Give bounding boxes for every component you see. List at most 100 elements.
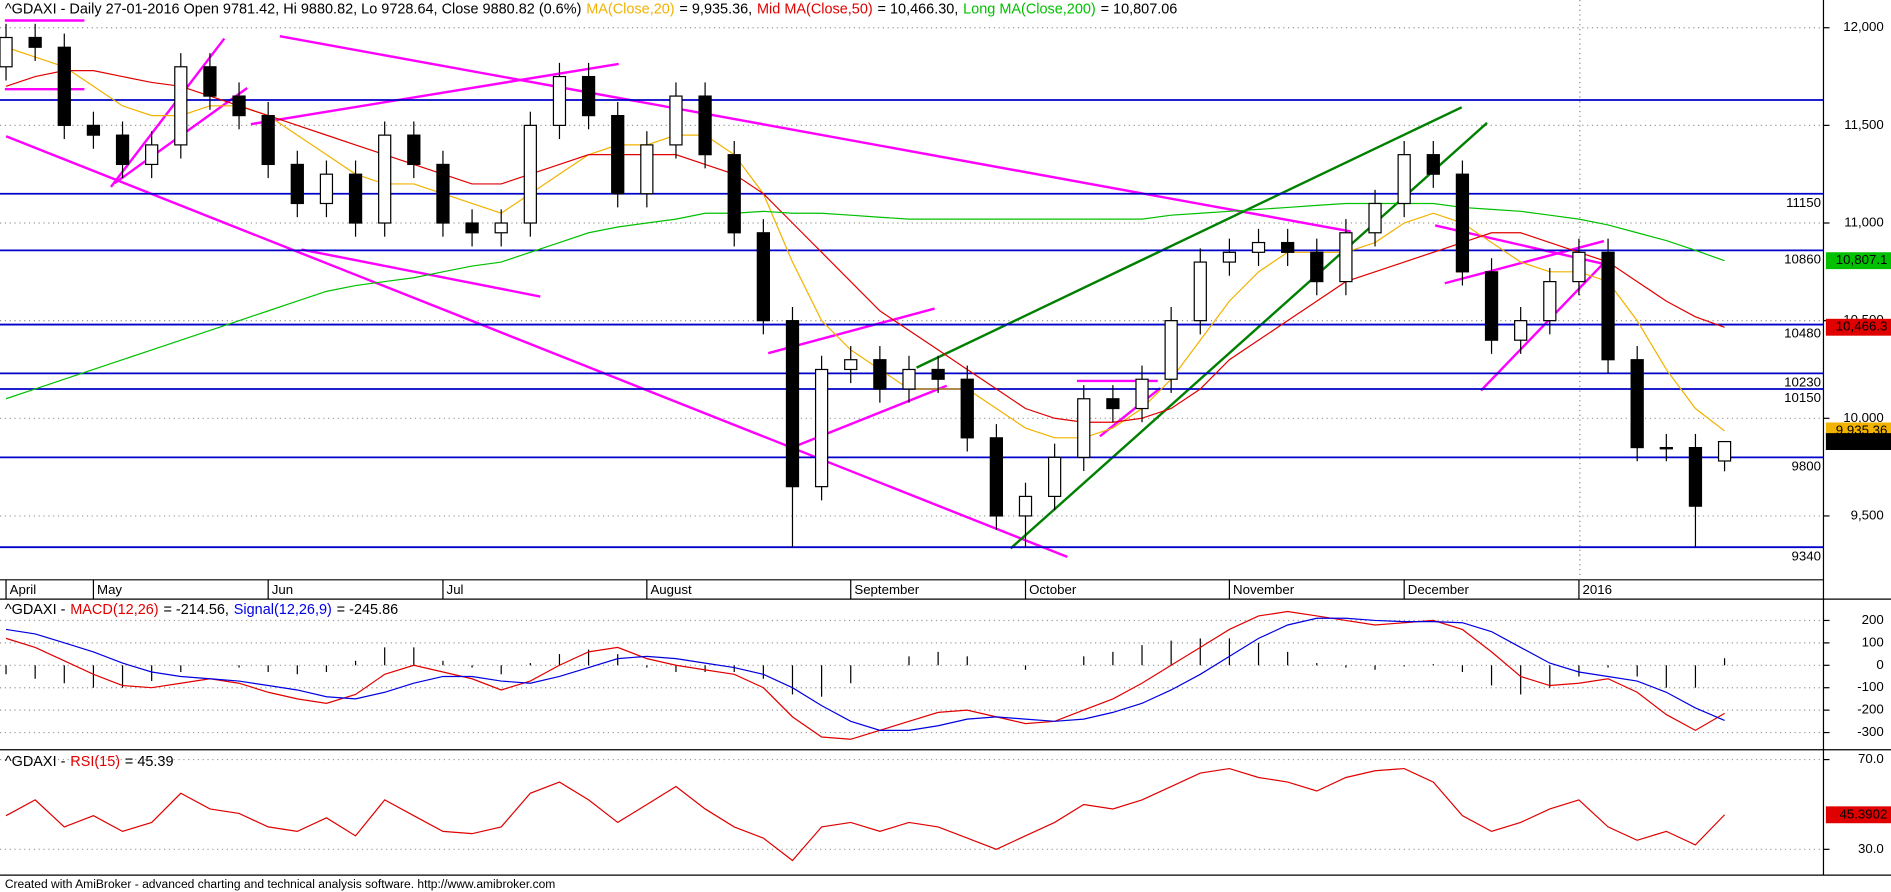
footer: Created with AmiBroker - advanced charti… bbox=[5, 877, 556, 891]
y-tick-label: 12,000 bbox=[1843, 19, 1884, 34]
candle-body bbox=[931, 368, 945, 380]
x-tick-label: October bbox=[1029, 582, 1077, 597]
candle-body bbox=[960, 378, 974, 439]
candle-body bbox=[989, 437, 1004, 517]
x-tick-label: Jun bbox=[272, 582, 293, 597]
candle-body bbox=[1455, 173, 1470, 273]
candle-body bbox=[174, 66, 188, 146]
series-line bbox=[5, 46, 1725, 439]
candle-body bbox=[640, 144, 654, 195]
value-box bbox=[1825, 433, 1891, 451]
candle-body bbox=[814, 368, 829, 488]
candle-body bbox=[1630, 359, 1644, 449]
legend-value: = 9,935.36, bbox=[679, 1, 752, 17]
x-tick-label: May bbox=[97, 582, 122, 597]
y-tick-label: 11,000 bbox=[1844, 215, 1884, 230]
y-tick-label: -300 bbox=[1857, 724, 1884, 739]
y-tick-label: 100 bbox=[1862, 634, 1884, 649]
candle-body bbox=[465, 222, 479, 234]
x-tick-label: Jul bbox=[447, 582, 464, 597]
legend-name: Long MA(Close,200) bbox=[963, 1, 1096, 17]
candle-body bbox=[145, 144, 159, 166]
candle-body bbox=[1484, 271, 1499, 341]
y-tick-label: 11,500 bbox=[1844, 117, 1884, 132]
value-box-label: 10,466.3 bbox=[1836, 319, 1888, 334]
candle-body bbox=[727, 154, 741, 234]
candle-body bbox=[261, 115, 275, 166]
value-box bbox=[1825, 252, 1891, 270]
y-tick-label: 0 bbox=[1876, 657, 1883, 672]
x-tick-label: November bbox=[1233, 582, 1295, 597]
series-line bbox=[5, 70, 1725, 423]
candle-body bbox=[203, 66, 217, 97]
candle-body bbox=[1543, 280, 1557, 322]
candle-body bbox=[1222, 251, 1237, 263]
level-label: 10150 bbox=[1784, 390, 1821, 405]
level-label: 10230 bbox=[1784, 375, 1821, 390]
candle-body bbox=[873, 359, 887, 390]
candle-body bbox=[1281, 241, 1295, 253]
legend-value: = 10,807.06 bbox=[1101, 1, 1178, 17]
candle-body bbox=[494, 222, 508, 234]
candle-body bbox=[1164, 320, 1178, 380]
candle-body bbox=[1717, 440, 1732, 462]
candle-body bbox=[1688, 446, 1703, 507]
trendline bbox=[1099, 387, 1161, 438]
title-text: ^GDAXI - bbox=[5, 754, 66, 770]
level-label: 11150 bbox=[1786, 195, 1821, 210]
candle-body bbox=[0, 36, 13, 68]
level-label: 10860 bbox=[1784, 252, 1821, 267]
value-box-label: 10,807.1 bbox=[1836, 252, 1888, 267]
y-tick-label: 30.0 bbox=[1858, 841, 1884, 856]
level-label: 10480 bbox=[1784, 326, 1821, 341]
legend-name: MACD(12,26) bbox=[70, 602, 158, 618]
candle-body bbox=[57, 46, 71, 126]
candle-body bbox=[232, 95, 246, 117]
x-tick-label: December bbox=[1408, 582, 1470, 597]
legend-value: = -214.56, bbox=[163, 602, 229, 618]
candle-body bbox=[319, 173, 334, 205]
candle-body bbox=[28, 36, 42, 48]
legend-name: Mid MA(Close,50) bbox=[757, 1, 873, 17]
level-label: 9800 bbox=[1792, 459, 1821, 474]
candle-body bbox=[1601, 251, 1615, 361]
candle-body bbox=[756, 232, 770, 322]
series-line bbox=[5, 202, 1725, 400]
value-box bbox=[1825, 806, 1891, 824]
trendline bbox=[5, 135, 1068, 559]
candle-body bbox=[785, 320, 800, 488]
y-tick-label: 70.0 bbox=[1858, 751, 1884, 766]
x-tick-label: April bbox=[10, 582, 37, 597]
legend-value: = -245.86 bbox=[337, 602, 398, 618]
candle-body bbox=[1251, 241, 1266, 253]
candle-body bbox=[1077, 398, 1091, 458]
trendlines bbox=[4, 19, 1605, 559]
candle-body bbox=[669, 95, 683, 146]
value-box-label: 45.3902 bbox=[1839, 806, 1887, 821]
candle-body bbox=[1397, 154, 1411, 205]
trendline bbox=[109, 37, 226, 188]
candle-body bbox=[436, 163, 450, 224]
y-tick-label: 200 bbox=[1862, 612, 1884, 627]
series-line bbox=[5, 767, 1726, 862]
title-text: ^GDAXI - Daily 27-01-2016 Open 9781.42, … bbox=[5, 1, 582, 17]
candle-body bbox=[1310, 251, 1324, 283]
x-tick-label: August bbox=[650, 582, 692, 597]
trendline bbox=[279, 34, 1351, 233]
panel-title: ^GDAXI - Daily 27-01-2016 Open 9781.42, … bbox=[5, 1, 1178, 17]
candle-body bbox=[1659, 446, 1673, 450]
candle-body bbox=[115, 134, 130, 166]
candle-body bbox=[1193, 261, 1207, 322]
series-line bbox=[5, 617, 1725, 731]
legend-name: MA(Close,20) bbox=[586, 1, 674, 17]
trendline bbox=[301, 248, 541, 298]
candle-body bbox=[1047, 456, 1062, 498]
trendline bbox=[1480, 261, 1605, 392]
value-box bbox=[1825, 318, 1891, 336]
candle-body bbox=[611, 115, 625, 195]
candle-body bbox=[902, 368, 916, 390]
candle-body bbox=[552, 75, 567, 126]
panel-title: ^GDAXI - RSI(15) = 45.39 bbox=[5, 754, 174, 770]
